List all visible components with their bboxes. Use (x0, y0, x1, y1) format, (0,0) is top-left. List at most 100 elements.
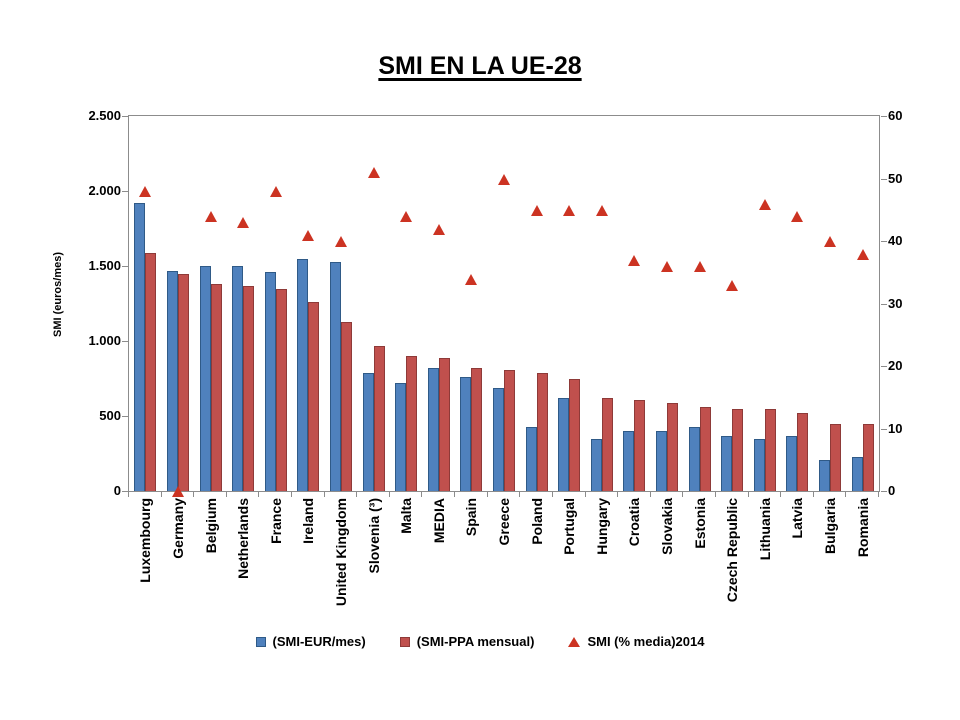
marker-smi-pct-media-triangle-icon (726, 279, 739, 291)
category-label: Czech Republic (724, 498, 741, 603)
bar-smi-eur-mes (362, 372, 374, 491)
bar-smi-eur-mes (297, 259, 309, 491)
x-axis-tick-mark (291, 492, 293, 497)
bar-smi-eur-mes (819, 459, 831, 491)
y-right-tick-mark (881, 428, 887, 430)
category-label: Greece (496, 498, 512, 546)
bar-smi-ppa-mensual (634, 399, 646, 491)
chart-title: SMI EN LA UE-28 (0, 52, 960, 81)
marker-smi-pct-media-triangle-icon (498, 173, 510, 185)
bar-smi-eur-mes (134, 203, 146, 491)
bar-smi-ppa-mensual (210, 284, 222, 491)
legend-swatch-smi-eur-square-icon (255, 636, 266, 647)
bar-smi-eur-mes (851, 456, 863, 491)
marker-smi-pct-media-triangle-icon (465, 273, 478, 285)
x-axis-tick-mark (747, 492, 749, 497)
marker-smi-pct-media-triangle-icon (563, 204, 576, 216)
y-right-tick-mark (881, 178, 887, 180)
marker-smi-pct-media-triangle-icon (237, 217, 250, 229)
marker-smi-pct-media-triangle-icon (758, 198, 771, 210)
y-right-tick-mark (881, 366, 887, 367)
legend: (SMI-EUR/mes) (SMI-PPA mensual) SMI (% m… (0, 634, 960, 649)
x-axis-tick-mark (780, 492, 782, 497)
category-label: Slovakia (659, 498, 676, 555)
x-axis-tick-mark (128, 492, 129, 497)
x-axis-tick-mark (356, 492, 358, 497)
category-label: Latvia (789, 498, 806, 539)
bar-smi-ppa-mensual (862, 423, 874, 491)
category-label: United Kingdom (332, 498, 349, 607)
bar-smi-ppa-mensual (667, 402, 679, 491)
marker-smi-pct-media-triangle-icon (204, 211, 217, 222)
bar-smi-ppa-mensual (406, 356, 418, 491)
marker-smi-pct-media-triangle-icon (400, 211, 413, 222)
bar-smi-ppa-mensual (797, 413, 809, 491)
y-right-tick-label: 20 (888, 358, 903, 373)
y-left-tick-label: 500 (99, 408, 121, 423)
marker-smi-pct-media-triangle-icon (856, 248, 869, 260)
legend-swatch-smi-media-triangle-icon (568, 636, 581, 647)
bar-smi-ppa-mensual (569, 378, 581, 491)
marker-smi-pct-media-triangle-icon (791, 211, 804, 222)
y-right-tick-label: 0 (888, 483, 896, 498)
category-label: Lithuania (756, 498, 773, 561)
x-axis-tick-mark (519, 492, 521, 497)
bar-smi-eur-mes (590, 438, 602, 491)
bar-smi-ppa-mensual (732, 408, 744, 491)
y-right-tick-label: 30 (888, 295, 903, 311)
y-right-tick-mark (881, 241, 887, 242)
bar-smi-eur-mes (427, 368, 439, 491)
bar-smi-ppa-mensual (145, 252, 157, 491)
y-right-tick-label: 10 (888, 420, 903, 436)
bar-smi-ppa-mensual (243, 285, 255, 491)
y-right-tick-mark (881, 116, 887, 117)
y-left-tick-label: 2.000 (88, 183, 121, 198)
category-label: Estonia (691, 498, 708, 549)
category-label: Ireland (300, 498, 317, 544)
bar-smi-ppa-mensual (177, 273, 189, 491)
bar-smi-eur-mes (558, 398, 570, 491)
legend-label-smi-eur: (SMI-EUR/mes) (272, 634, 366, 649)
marker-smi-pct-media-triangle-icon (628, 254, 641, 266)
category-label: Spain (463, 498, 480, 537)
y-right-tick-mark (881, 491, 887, 492)
bar-smi-ppa-mensual (471, 368, 483, 491)
x-axis-tick-mark (551, 492, 553, 497)
bar-smi-ppa-mensual (764, 408, 776, 491)
bar-smi-eur-mes (329, 261, 341, 491)
y-left-tick-label: 1.000 (88, 333, 121, 348)
bar-smi-eur-mes (688, 426, 700, 491)
bar-smi-ppa-mensual (699, 407, 711, 491)
x-axis-tick-mark (812, 492, 814, 497)
category-label: Bulgaria (822, 498, 839, 555)
category-label: France (267, 498, 284, 544)
bar-smi-eur-mes (786, 435, 798, 491)
bar-smi-eur-mes (199, 266, 211, 491)
legend-swatch-smi-ppa-square-icon (399, 636, 410, 647)
category-label: Slovenia (³) (365, 498, 382, 574)
marker-smi-pct-media-triangle-icon (334, 236, 347, 247)
legend-item-smi-eur: (SMI-EUR/mes) (255, 634, 366, 649)
legend-item-smi-ppa: (SMI-PPA mensual) (399, 634, 534, 649)
x-axis-tick-mark (845, 492, 847, 497)
bar-smi-eur-mes (753, 438, 765, 491)
chart-title-text: SMI EN LA UE-28 (378, 52, 582, 80)
bar-smi-ppa-mensual (275, 288, 287, 491)
marker-smi-pct-media-triangle-icon (530, 204, 543, 216)
bar-smi-eur-mes (460, 377, 472, 491)
x-axis-tick-mark (225, 492, 227, 497)
x-axis-tick-mark (388, 492, 390, 497)
bar-smi-ppa-mensual (504, 369, 515, 491)
marker-smi-pct-media-triangle-icon (302, 229, 315, 241)
bar-smi-eur-mes (656, 431, 668, 491)
bar-smi-ppa-mensual (373, 345, 385, 491)
category-label: Portugal (561, 498, 578, 555)
category-label: Poland (528, 498, 545, 545)
category-label: Luxembourg (137, 498, 154, 583)
category-label: Belgium (202, 498, 219, 554)
bar-smi-eur-mes (721, 435, 733, 491)
plot-area (128, 115, 880, 497)
bar-smi-eur-mes (493, 387, 504, 491)
y-left-tick-label: 0 (113, 483, 121, 498)
